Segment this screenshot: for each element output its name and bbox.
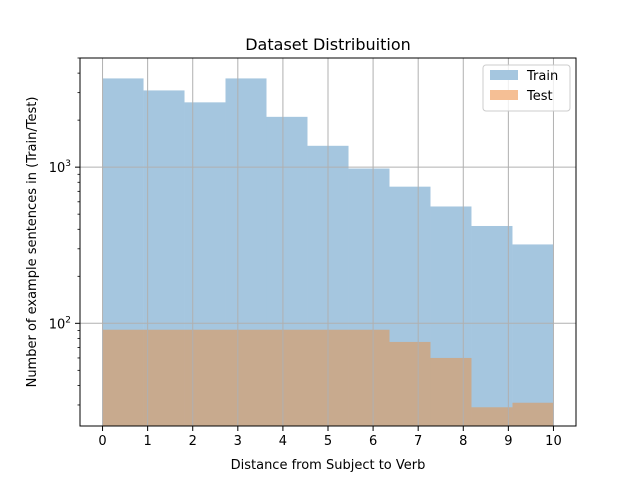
x-tick-label-2: 2 (189, 434, 197, 449)
x-tick-label-9: 9 (504, 434, 512, 449)
grid-lines (80, 58, 576, 426)
x-tick-label-0: 0 (98, 434, 106, 449)
test-bar-10 (512, 402, 554, 426)
test-bar-1 (143, 329, 185, 426)
x-axis-ticks: 0 1 2 3 4 5 6 7 8 9 10 (98, 426, 562, 449)
y-tick-label-1: 103 (49, 159, 71, 176)
x-axis-label: Distance from Subject to Verb (231, 458, 426, 473)
legend-label-train: Train (526, 69, 558, 84)
x-tick-label-3: 3 (234, 434, 242, 449)
legend-swatch-test (490, 90, 518, 100)
x-tick-label-7: 7 (414, 434, 422, 449)
legend-label-test: Test (526, 89, 553, 104)
test-bar-0 (102, 329, 144, 426)
x-tick-label-6: 6 (369, 434, 377, 449)
train-bar-9 (471, 225, 513, 426)
test-bars (102, 329, 554, 426)
chart-title: Dataset Distribuition (245, 35, 411, 54)
y-tick-label-0: 102 (49, 315, 71, 332)
train-bar-10 (512, 244, 554, 426)
test-bar-7 (389, 341, 431, 426)
x-tick-label-4: 4 (279, 434, 287, 449)
y-axis-ticks: 102 103 (49, 57, 80, 406)
y-axis-label: Number of example sentences in (Train/Te… (25, 97, 40, 388)
test-bar-6 (348, 329, 390, 426)
x-tick-label-8: 8 (459, 434, 467, 449)
test-bar-4 (266, 329, 308, 426)
x-tick-label-1: 1 (143, 434, 151, 449)
x-tick-label-10: 10 (545, 434, 562, 449)
test-bar-3 (225, 329, 267, 426)
legend-swatch-train (490, 70, 518, 80)
x-tick-label-5: 5 (324, 434, 332, 449)
legend: Train Test (482, 64, 571, 112)
test-bar-8 (430, 357, 472, 426)
test-bar-2 (184, 329, 226, 426)
test-bar-9 (471, 407, 513, 426)
